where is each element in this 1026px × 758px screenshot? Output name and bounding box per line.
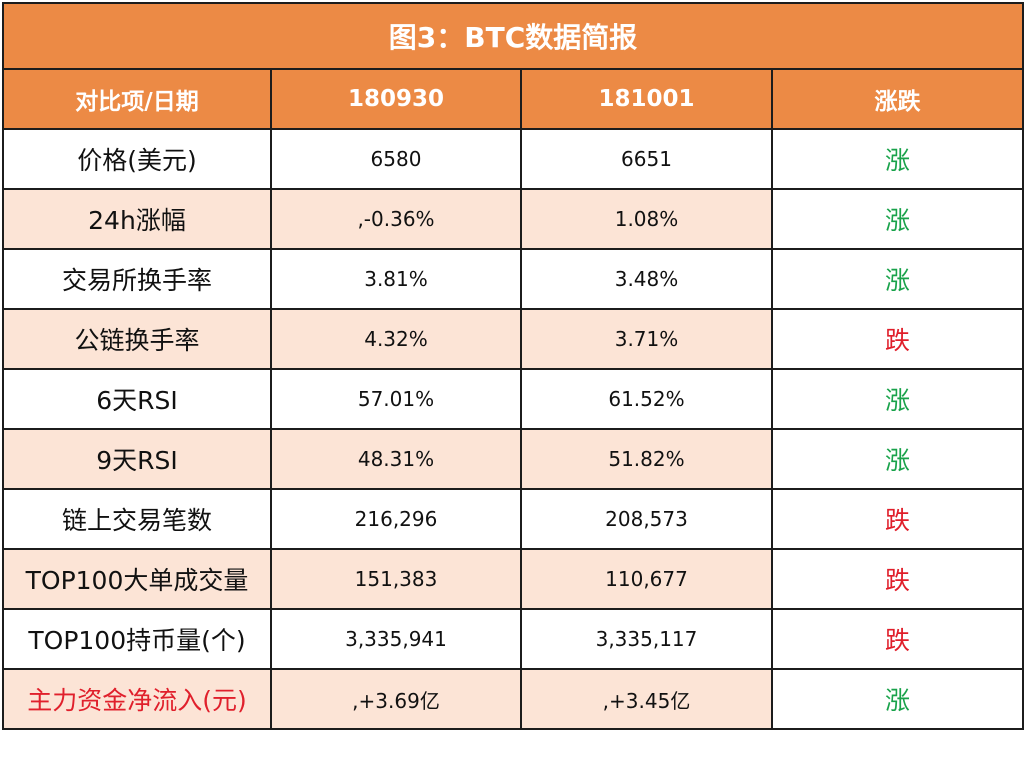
row-value-date1: 3,335,941 bbox=[270, 608, 522, 670]
row-value-date2: 3.48% bbox=[520, 248, 773, 310]
row-value-date1: ,+3.69亿 bbox=[270, 668, 522, 730]
row-label: 6天RSI bbox=[2, 368, 272, 430]
header-date1: 180930 bbox=[270, 68, 522, 130]
table-row: TOP100持币量(个) 3,335,941 3,335,117 跌 bbox=[2, 608, 1025, 670]
header-row: 对比项/日期 180930 181001 涨跌 bbox=[2, 68, 1025, 130]
row-label: 公链换手率 bbox=[2, 308, 272, 370]
row-label: TOP100大单成交量 bbox=[2, 548, 272, 610]
table-row: 价格(美元) 6580 6651 涨 bbox=[2, 128, 1025, 190]
header-item: 对比项/日期 bbox=[2, 68, 272, 130]
row-value-date2: 208,573 bbox=[520, 488, 773, 550]
row-change: 跌 bbox=[770, 488, 1025, 550]
row-value-date1: 48.31% bbox=[270, 428, 522, 490]
table-row: 公链换手率 4.32% 3.71% 跌 bbox=[2, 308, 1025, 370]
row-value-date2: ,+3.45亿 bbox=[520, 668, 773, 730]
row-change: 涨 bbox=[770, 368, 1025, 430]
row-value-date1: 3.81% bbox=[270, 248, 522, 310]
title-row: 图3：BTC数据简报 bbox=[1, 2, 1025, 70]
table-row: 交易所换手率 3.81% 3.48% 涨 bbox=[2, 248, 1025, 310]
table-row: 链上交易笔数 216,296 208,573 跌 bbox=[2, 488, 1025, 550]
table-title: 图3：BTC数据简报 bbox=[1, 2, 1025, 70]
row-label: 价格(美元) bbox=[2, 128, 272, 190]
row-change: 涨 bbox=[770, 128, 1025, 190]
row-value-date1: 4.32% bbox=[270, 308, 522, 370]
row-change: 跌 bbox=[770, 308, 1025, 370]
table-row: 24h涨幅 ,-0.36% 1.08% 涨 bbox=[2, 188, 1025, 250]
row-value-date1: 151,383 bbox=[270, 548, 522, 610]
table-row: 6天RSI 57.01% 61.52% 涨 bbox=[2, 368, 1025, 430]
table-row: 主力资金净流入(元) ,+3.69亿 ,+3.45亿 涨 bbox=[2, 668, 1025, 730]
row-value-date2: 3.71% bbox=[520, 308, 773, 370]
btc-data-table: 图3：BTC数据简报 对比项/日期 180930 181001 涨跌 价格(美元… bbox=[1, 2, 1025, 730]
header-date2: 181001 bbox=[520, 68, 773, 130]
row-label: 交易所换手率 bbox=[2, 248, 272, 310]
row-value-date1: 6580 bbox=[270, 128, 522, 190]
row-value-date1: 57.01% bbox=[270, 368, 522, 430]
row-value-date2: 6651 bbox=[520, 128, 773, 190]
row-value-date2: 1.08% bbox=[520, 188, 773, 250]
row-value-date2: 3,335,117 bbox=[520, 608, 773, 670]
row-change: 跌 bbox=[770, 608, 1025, 670]
row-value-date2: 51.82% bbox=[520, 428, 773, 490]
row-change: 涨 bbox=[770, 188, 1025, 250]
row-label: TOP100持币量(个) bbox=[2, 608, 272, 670]
table-container: 图3：BTC数据简报 对比项/日期 180930 181001 涨跌 价格(美元… bbox=[1, 2, 1025, 730]
header-change: 涨跌 bbox=[770, 68, 1025, 130]
row-change: 涨 bbox=[770, 248, 1025, 310]
table-row: TOP100大单成交量 151,383 110,677 跌 bbox=[2, 548, 1025, 610]
row-change: 涨 bbox=[770, 668, 1025, 730]
row-change: 涨 bbox=[770, 428, 1025, 490]
row-change: 跌 bbox=[770, 548, 1025, 610]
row-label: 链上交易笔数 bbox=[2, 488, 272, 550]
row-label: 9天RSI bbox=[2, 428, 272, 490]
table-row: 9天RSI 48.31% 51.82% 涨 bbox=[2, 428, 1025, 490]
row-label: 24h涨幅 bbox=[2, 188, 272, 250]
row-value-date1: 216,296 bbox=[270, 488, 522, 550]
row-label: 主力资金净流入(元) bbox=[2, 668, 272, 730]
row-value-date1: ,-0.36% bbox=[270, 188, 522, 250]
row-value-date2: 61.52% bbox=[520, 368, 773, 430]
row-value-date2: 110,677 bbox=[520, 548, 773, 610]
